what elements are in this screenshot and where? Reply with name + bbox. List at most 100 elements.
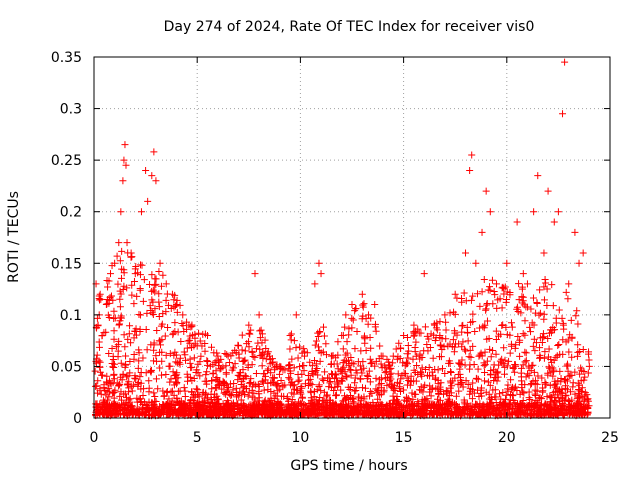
data-point bbox=[332, 391, 340, 399]
data-point bbox=[481, 369, 489, 376]
data-point bbox=[124, 372, 132, 380]
data-point bbox=[544, 353, 552, 361]
data-point bbox=[206, 404, 214, 412]
data-point bbox=[561, 58, 569, 66]
data-point bbox=[514, 407, 522, 415]
data-point bbox=[155, 267, 163, 275]
data-point bbox=[316, 393, 324, 401]
data-point bbox=[492, 373, 500, 381]
data-point bbox=[500, 370, 508, 378]
data-point bbox=[240, 357, 248, 365]
data-point bbox=[466, 387, 474, 395]
data-point bbox=[320, 332, 328, 340]
data-point bbox=[140, 276, 148, 284]
data-point bbox=[147, 368, 155, 376]
data-point bbox=[162, 370, 170, 378]
data-point bbox=[580, 410, 588, 418]
data-point bbox=[454, 407, 462, 415]
data-point bbox=[268, 359, 276, 367]
data-point bbox=[118, 247, 126, 255]
data-point bbox=[148, 271, 156, 279]
data-point bbox=[257, 326, 265, 334]
data-point bbox=[177, 337, 185, 345]
data-point bbox=[131, 410, 139, 418]
data-point bbox=[422, 402, 430, 410]
data-point bbox=[392, 396, 400, 404]
data-point bbox=[155, 303, 163, 311]
data-point bbox=[534, 172, 542, 180]
data-point bbox=[142, 369, 150, 377]
data-point bbox=[152, 352, 160, 360]
data-point bbox=[142, 411, 150, 419]
data-point bbox=[438, 410, 446, 418]
data-point bbox=[471, 400, 479, 408]
data-point bbox=[300, 345, 308, 353]
data-point bbox=[575, 259, 583, 267]
data-point bbox=[204, 357, 212, 365]
data-point bbox=[212, 367, 220, 375]
data-point bbox=[203, 357, 211, 365]
data-point bbox=[185, 321, 193, 329]
data-point bbox=[456, 381, 464, 389]
data-point bbox=[175, 406, 183, 414]
data-point bbox=[563, 360, 571, 368]
data-point bbox=[152, 375, 160, 383]
data-point bbox=[135, 357, 143, 365]
data-point bbox=[507, 340, 515, 348]
data-point bbox=[408, 389, 416, 397]
data-point bbox=[462, 249, 470, 257]
data-point bbox=[351, 379, 359, 387]
data-point bbox=[485, 390, 493, 398]
data-point bbox=[512, 383, 520, 391]
data-point bbox=[549, 372, 557, 380]
data-point bbox=[337, 402, 345, 410]
data-point bbox=[204, 331, 212, 339]
data-point bbox=[573, 394, 581, 402]
data-point bbox=[366, 378, 374, 386]
data-point bbox=[512, 362, 520, 370]
data-point bbox=[110, 394, 118, 402]
data-point bbox=[478, 409, 486, 417]
data-point bbox=[149, 310, 157, 318]
data-point bbox=[471, 328, 479, 336]
data-point bbox=[310, 393, 318, 401]
data-point bbox=[130, 355, 138, 363]
data-point bbox=[174, 328, 182, 336]
data-point bbox=[100, 381, 108, 389]
data-point bbox=[268, 379, 276, 387]
data-point bbox=[143, 346, 151, 354]
data-point bbox=[292, 409, 300, 417]
data-point bbox=[194, 401, 202, 409]
x-tick-label: 20 bbox=[498, 430, 516, 446]
data-point bbox=[569, 410, 577, 418]
data-point bbox=[467, 353, 475, 361]
data-point bbox=[493, 377, 501, 385]
data-point bbox=[171, 319, 179, 327]
data-point bbox=[540, 333, 548, 341]
data-point bbox=[164, 324, 172, 332]
data-point bbox=[351, 387, 359, 395]
data-point bbox=[114, 409, 122, 417]
data-point bbox=[461, 410, 469, 418]
data-point bbox=[206, 362, 214, 370]
data-point bbox=[117, 312, 125, 320]
data-point bbox=[540, 310, 548, 318]
data-point bbox=[527, 305, 535, 313]
data-point bbox=[235, 392, 243, 400]
data-point bbox=[421, 381, 429, 389]
data-point bbox=[236, 408, 244, 416]
data-point bbox=[151, 281, 159, 289]
data-point bbox=[555, 394, 563, 402]
data-point bbox=[452, 340, 460, 348]
data-point bbox=[299, 407, 307, 415]
data-point bbox=[364, 320, 372, 328]
data-point bbox=[554, 342, 562, 350]
data-point bbox=[173, 380, 181, 388]
data-point bbox=[146, 302, 154, 310]
data-point bbox=[311, 357, 319, 365]
data-point bbox=[130, 300, 138, 308]
data-point bbox=[98, 371, 106, 379]
data-point bbox=[169, 368, 177, 376]
data-point bbox=[549, 302, 557, 310]
data-point bbox=[511, 361, 519, 369]
